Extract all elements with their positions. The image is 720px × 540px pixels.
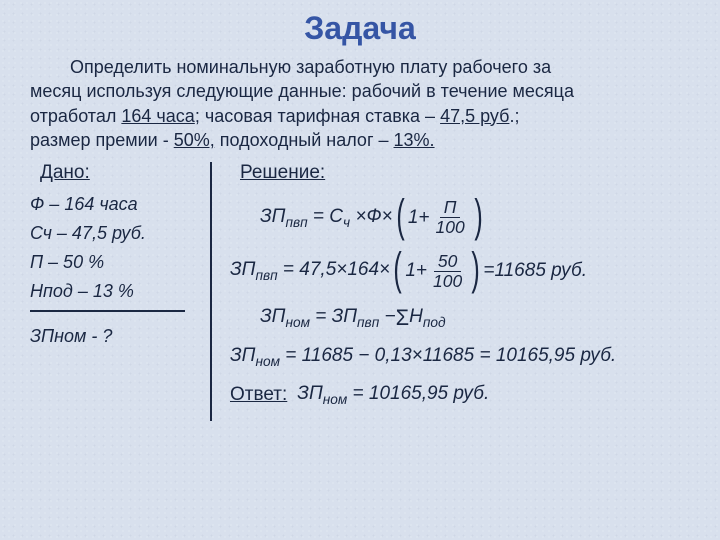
problem-line3c: .; [509, 106, 519, 126]
answer-lhs-sub: ном [323, 392, 348, 407]
problem-line3a: отработал [30, 106, 121, 126]
problem-statement: Определить номинальную заработную плату … [0, 47, 720, 152]
problem-bonus: 50%, [174, 130, 215, 150]
given-head: Дано: [40, 162, 200, 184]
problem-line4b: подоходный налог – [215, 130, 394, 150]
problem-line1: Определить номинальную заработную плату … [70, 57, 551, 77]
problem-line4a: размер премии - [30, 130, 174, 150]
answer-line: Ответ: ЗПном = 10165,95 руб. [230, 383, 690, 407]
eq2-mid: = 47,5×164× [278, 259, 391, 280]
rparen-icon: ) [474, 198, 482, 234]
lparen-icon: ( [394, 251, 402, 287]
eq1-frac-num: П [440, 198, 461, 218]
eq3-H: Н [409, 306, 423, 327]
eq1-mid2: ×Ф× [350, 206, 393, 227]
eq2-lhs-sub: пвп [255, 268, 277, 283]
given-l3: П – 50 % [30, 252, 200, 273]
eq3-mid-sub: пвп [357, 315, 379, 330]
page-title: Задача [0, 0, 720, 47]
solution-column: Решение: ЗПпвп = Сч ×Ф× ( 1+ П 100 ) ЗПп… [210, 162, 690, 420]
eq2-frac: 50 100 [429, 252, 466, 291]
given-l2: Сч – 47,5 руб. [30, 223, 200, 244]
problem-hours: 164 часа [121, 106, 194, 126]
eq1-oneplus: 1+ [408, 207, 430, 229]
problem-tax: 13%. [394, 130, 435, 150]
equation-4: ЗПном = 11685 − 0,13×11685 = 10165,95 ру… [230, 345, 690, 369]
problem-line3b: ; часовая тарифная ставка – [195, 106, 440, 126]
lparen-icon: ( [396, 198, 404, 234]
given-l4: Нпод – 13 % [30, 281, 200, 302]
answer-label: Ответ: [230, 384, 287, 406]
eq2-result: =11685 руб. [483, 260, 587, 282]
eq1-lhs: ЗП [260, 206, 285, 227]
eq1-mid: = С [308, 206, 343, 227]
eq1-lhs-sub: пвп [285, 215, 307, 230]
content-area: Дано: Ф – 164 часа Сч – 47,5 руб. П – 50… [0, 152, 720, 420]
given-l1: Ф – 164 часа [30, 194, 200, 215]
eq4-rest: = 11685 − 0,13×11685 = 10165,95 руб. [280, 345, 616, 366]
problem-line2: месяц используя следующие данные: рабочи… [30, 81, 574, 101]
sigma-icon: Σ [396, 305, 410, 331]
eq2-oneplus: 1+ [405, 260, 427, 282]
eq4-lhs-sub: ном [255, 354, 280, 369]
eq4-lhs: ЗП [230, 345, 255, 366]
eq3-lhs-sub: ном [285, 315, 310, 330]
eq3-mid2: − [379, 306, 395, 327]
equation-2: ЗПпвп = 47,5×164× ( 1+ 50 100 ) =11685 р… [230, 252, 690, 291]
answer-lhs: ЗП [297, 383, 322, 404]
given-divider [30, 310, 185, 312]
eq1-frac: П 100 [432, 198, 469, 237]
rparen-icon: ) [472, 251, 480, 287]
answer-rest: = 10165,95 руб. [347, 383, 489, 404]
given-column: Дано: Ф – 164 часа Сч – 47,5 руб. П – 50… [30, 162, 210, 420]
eq2-frac-num: 50 [434, 252, 461, 272]
equation-1: ЗПпвп = Сч ×Ф× ( 1+ П 100 ) [260, 198, 690, 237]
eq3-mid: = ЗП [310, 306, 357, 327]
eq2-lhs: ЗП [230, 259, 255, 280]
eq2-frac-den: 100 [429, 272, 466, 291]
equation-3: ЗПном = ЗПпвп − Σ Нпод [260, 305, 690, 331]
eq3-lhs: ЗП [260, 306, 285, 327]
eq1-frac-den: 100 [432, 218, 469, 237]
given-find: ЗПном - ? [30, 326, 200, 347]
problem-rate: 47,5 руб [440, 106, 509, 126]
solution-head: Решение: [240, 162, 690, 184]
eq3-H-sub: под [423, 315, 446, 330]
